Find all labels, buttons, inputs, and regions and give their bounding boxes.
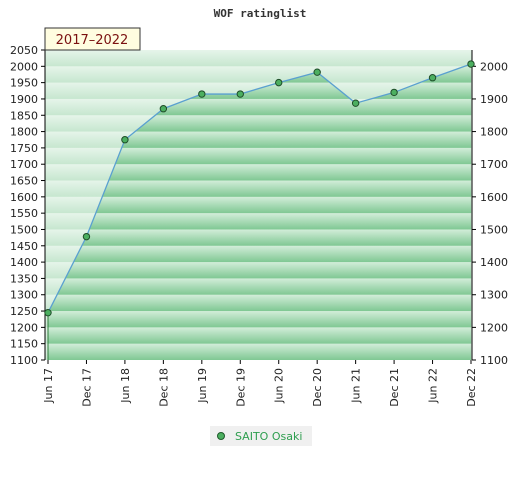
left-tick-label: 1750 [10,142,38,155]
right-tick-label: 1900 [480,93,508,106]
right-tick-label: 1300 [480,289,508,302]
data-point [44,308,52,317]
left-tick-label: 1850 [10,109,38,122]
x-tick-label: Jun 19 [196,368,209,404]
left-tick-label: 1450 [10,240,38,253]
area-stripe [48,229,471,246]
data-point [390,88,398,97]
data-point [351,99,360,107]
x-tick-label: Dec 18 [157,368,170,407]
area-stripe [48,294,471,312]
right-tick-label: 1200 [480,321,508,334]
data-point [467,60,475,68]
area-stripe [48,213,471,230]
area-stripe [48,245,471,263]
period-badge-box [44,27,141,51]
left-tick-label: 2050 [10,44,38,57]
left-tick-label: 1350 [10,272,38,285]
area-stripe [48,311,471,328]
right-tick-label: 1800 [480,126,508,139]
axis-layer: 1100 1150 1200 1250 1300 1350 1400 1450 1500 1550… [10,44,508,407]
right-tick-label: 1400 [480,256,508,269]
chart-title: WOF ratinglist [214,7,307,20]
x-tick-label: Jun 21 [350,368,363,404]
left-tick-label: 1500 [10,223,38,236]
left-tick-label: 1600 [10,191,38,204]
background-stripe [45,50,472,67]
right-tick-label: 1500 [480,223,508,236]
legend: SAITO Osaki [210,426,312,446]
area-stripe [48,147,471,165]
data-point [275,78,283,87]
right-tick-label: 1600 [480,191,508,204]
left-tick-label: 1200 [10,321,38,334]
area-stripe [48,278,471,295]
data-point [236,90,244,98]
data-point [198,90,206,98]
left-tick-label: 1550 [10,207,38,220]
left-tick-label: 1900 [10,93,38,106]
background-stripe [45,66,472,83]
data-point [82,232,91,241]
left-tick-label: 1650 [10,175,38,188]
left-tick-label: 2000 [10,60,38,73]
area-stripe [48,131,471,148]
points-layer [44,60,475,317]
right-tick-label: 1100 [480,354,508,367]
x-tick-label: Dec 21 [388,368,401,407]
area-stripe [48,262,471,279]
left-tick-label: 1300 [10,289,38,302]
x-tick-label: Dec 19 [234,368,247,407]
period-label: 2017–2022 [56,33,129,48]
right-tick-label: 1700 [480,158,508,171]
x-tick-label: Jun 22 [427,368,440,404]
area-stripe [48,343,471,360]
legend-marker [217,432,225,440]
left-tick-label: 1250 [10,305,38,318]
area-stripe [48,180,471,197]
area-stripe [48,196,471,214]
left-tick-label: 1700 [10,158,38,171]
data-point [159,105,168,113]
area-stripe [48,164,471,181]
left-tick-label: 1150 [10,338,38,351]
x-tick-label: Dec 20 [311,368,324,407]
x-tick-label: Jun 18 [119,368,132,404]
left-tick-label: 1800 [10,126,38,139]
period-badge: 2017–2022 [44,27,141,51]
legend-series-name: SAITO Osaki [235,430,302,443]
x-tick-label: Jun 17 [42,368,55,404]
left-tick-label: 1100 [10,354,38,367]
series-line [47,63,472,313]
left-tick-label: 1950 [10,77,38,90]
area-stripe [48,115,471,132]
right-tick-label: 2000 [480,60,508,73]
x-tick-label: Dec 22 [465,368,478,407]
legend-box [210,426,312,446]
data-point [428,74,437,82]
x-tick-label: Jun 20 [273,368,286,404]
data-point [121,136,129,144]
data-point [313,68,321,76]
area-stripe [48,327,471,344]
x-tick-label: Dec 17 [80,368,93,407]
left-tick-label: 1400 [10,256,38,269]
